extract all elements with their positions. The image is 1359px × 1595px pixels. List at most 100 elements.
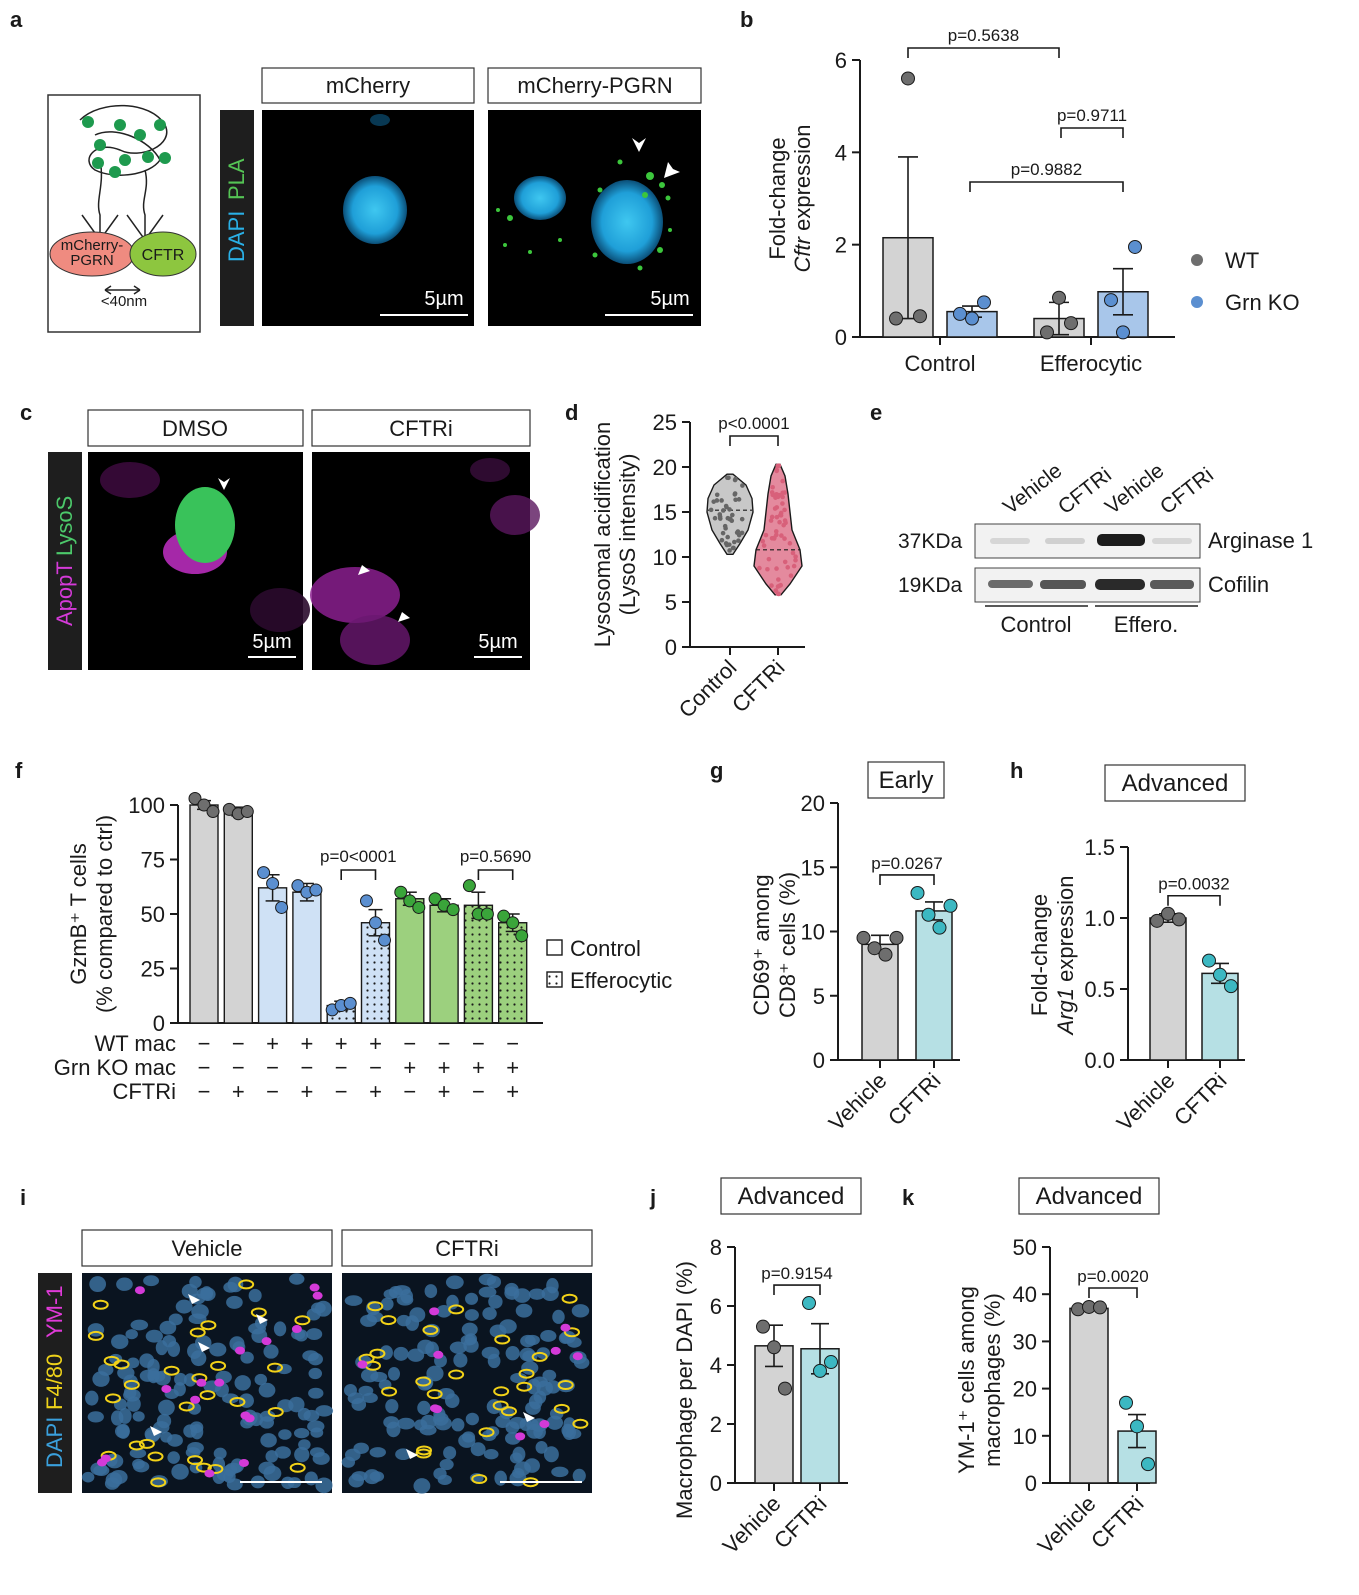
nucleus <box>155 1340 168 1356</box>
nucleus <box>114 1424 130 1439</box>
protein-label-cofilin: Cofilin <box>1208 572 1269 597</box>
nucleus <box>499 1319 517 1334</box>
nucleus <box>362 1392 378 1403</box>
nucleus <box>125 1329 138 1340</box>
p-value: p=0.0020 <box>1077 1267 1148 1286</box>
sign-2-3: + <box>300 1079 313 1104</box>
panel-letter-k: k <box>902 1185 915 1210</box>
nucleus <box>470 1442 486 1457</box>
data-point <box>291 879 305 893</box>
data-point <box>1161 906 1175 921</box>
sign-2-4: − <box>335 1079 348 1104</box>
violin-point <box>776 577 781 582</box>
panel-letter-b: b <box>740 7 753 32</box>
violin-point <box>793 554 798 559</box>
nucleus <box>248 1322 266 1335</box>
nucleus <box>464 1309 479 1321</box>
violin-point <box>782 490 788 495</box>
image-title-box-vehicle-i <box>81 1229 333 1267</box>
nucleus <box>433 1412 449 1426</box>
lane-label-3: Vehicle <box>1101 459 1169 519</box>
nucleus <box>278 1429 292 1440</box>
p-value: p=0.0267 <box>871 854 942 873</box>
scale-bar-label-3: 5µm <box>252 631 291 653</box>
x-tick-label-1: Efferocytic <box>1040 351 1142 376</box>
violin-point <box>736 538 741 543</box>
nucleus <box>109 1470 128 1485</box>
nucleus <box>482 1307 497 1321</box>
nucleus <box>552 1309 565 1324</box>
bar-1 <box>915 910 953 1061</box>
sign-0-9: − <box>506 1031 519 1056</box>
nucleus <box>263 1344 279 1359</box>
violin-point <box>780 501 785 506</box>
data-point <box>197 798 211 812</box>
data-point <box>878 947 893 962</box>
data-point <box>767 1340 781 1355</box>
nucleus <box>222 1393 239 1404</box>
violin-point <box>739 530 745 536</box>
legend-label-0: WT <box>1225 248 1259 273</box>
nucleus <box>505 1421 520 1434</box>
f-bar-1 <box>223 810 254 1024</box>
f480-cell <box>123 1379 140 1390</box>
nucleus <box>308 1367 323 1380</box>
nucleus <box>528 1288 546 1300</box>
f480-cell <box>200 1320 217 1331</box>
nucleus <box>273 1321 287 1337</box>
sign-0-1: − <box>232 1031 245 1056</box>
data-point <box>360 894 373 908</box>
nucleus <box>143 1275 160 1287</box>
violin-point <box>777 519 782 525</box>
panel-letter-a: a <box>10 7 23 32</box>
chart-title: Advanced <box>1036 1183 1143 1210</box>
violin-point <box>773 588 779 593</box>
data-point <box>1213 967 1227 982</box>
chart-y-tick-label: 15 <box>801 855 825 880</box>
violin-point <box>769 490 775 495</box>
violin-point <box>761 543 767 548</box>
schematic-pgrn-label-1: mCherry-PGRN <box>61 237 124 269</box>
legend-box-control <box>546 939 563 956</box>
f-bracket-1 <box>340 869 377 880</box>
panel-b-chart: 0 2 4 6 Control Efferocytic p=0.5638 p=0.9711 p=… <box>765 26 1300 376</box>
image-title-cftri-i: CFTRi <box>435 1236 499 1261</box>
data-point <box>206 805 220 819</box>
nucleus <box>132 1411 145 1422</box>
violin-point <box>719 498 724 503</box>
sign-2-9: + <box>506 1079 519 1104</box>
f480-cell <box>367 1301 384 1312</box>
violin-point <box>732 477 738 483</box>
nucleus <box>436 1305 452 1318</box>
f480-cell <box>150 1477 167 1488</box>
nucleus <box>190 1350 207 1367</box>
violin-point <box>774 532 779 538</box>
data-point <box>756 1319 770 1334</box>
x-tick-label-1: CFTRi <box>1086 1491 1149 1554</box>
b-y-tick-label: 2 <box>835 233 847 258</box>
nucleus <box>259 1416 275 1429</box>
chart-y-tick-label: 0 <box>813 1048 825 1073</box>
b-y-label-line2: Cftr expression <box>790 125 815 273</box>
data-point <box>1093 1300 1107 1315</box>
violin-point <box>757 565 762 571</box>
data-point <box>889 930 904 945</box>
f480-cell <box>289 1462 306 1473</box>
x-tick-label-1: CFTRi <box>769 1491 832 1554</box>
image-title-box-mcherry <box>261 67 475 104</box>
violin-point <box>791 563 797 569</box>
nucleus <box>226 1295 243 1309</box>
b-y-gene: Cftr <box>790 231 815 273</box>
data-point <box>515 929 529 943</box>
nucleus <box>535 1440 548 1454</box>
bracket-efferocytic-wt-vs-ko-label: p=0.9711 <box>1057 106 1127 125</box>
ym1-cell <box>430 1404 441 1413</box>
nucleus <box>414 1419 428 1431</box>
schematic-cftr-label: CFTR <box>142 247 185 264</box>
ym1-cell <box>97 1458 108 1467</box>
ym1-cell <box>309 1283 320 1292</box>
chart-title: Early <box>879 767 934 794</box>
nucleus <box>533 1390 547 1404</box>
nucleus <box>405 1315 420 1331</box>
chart-y-tick-label: 6 <box>710 1294 722 1319</box>
